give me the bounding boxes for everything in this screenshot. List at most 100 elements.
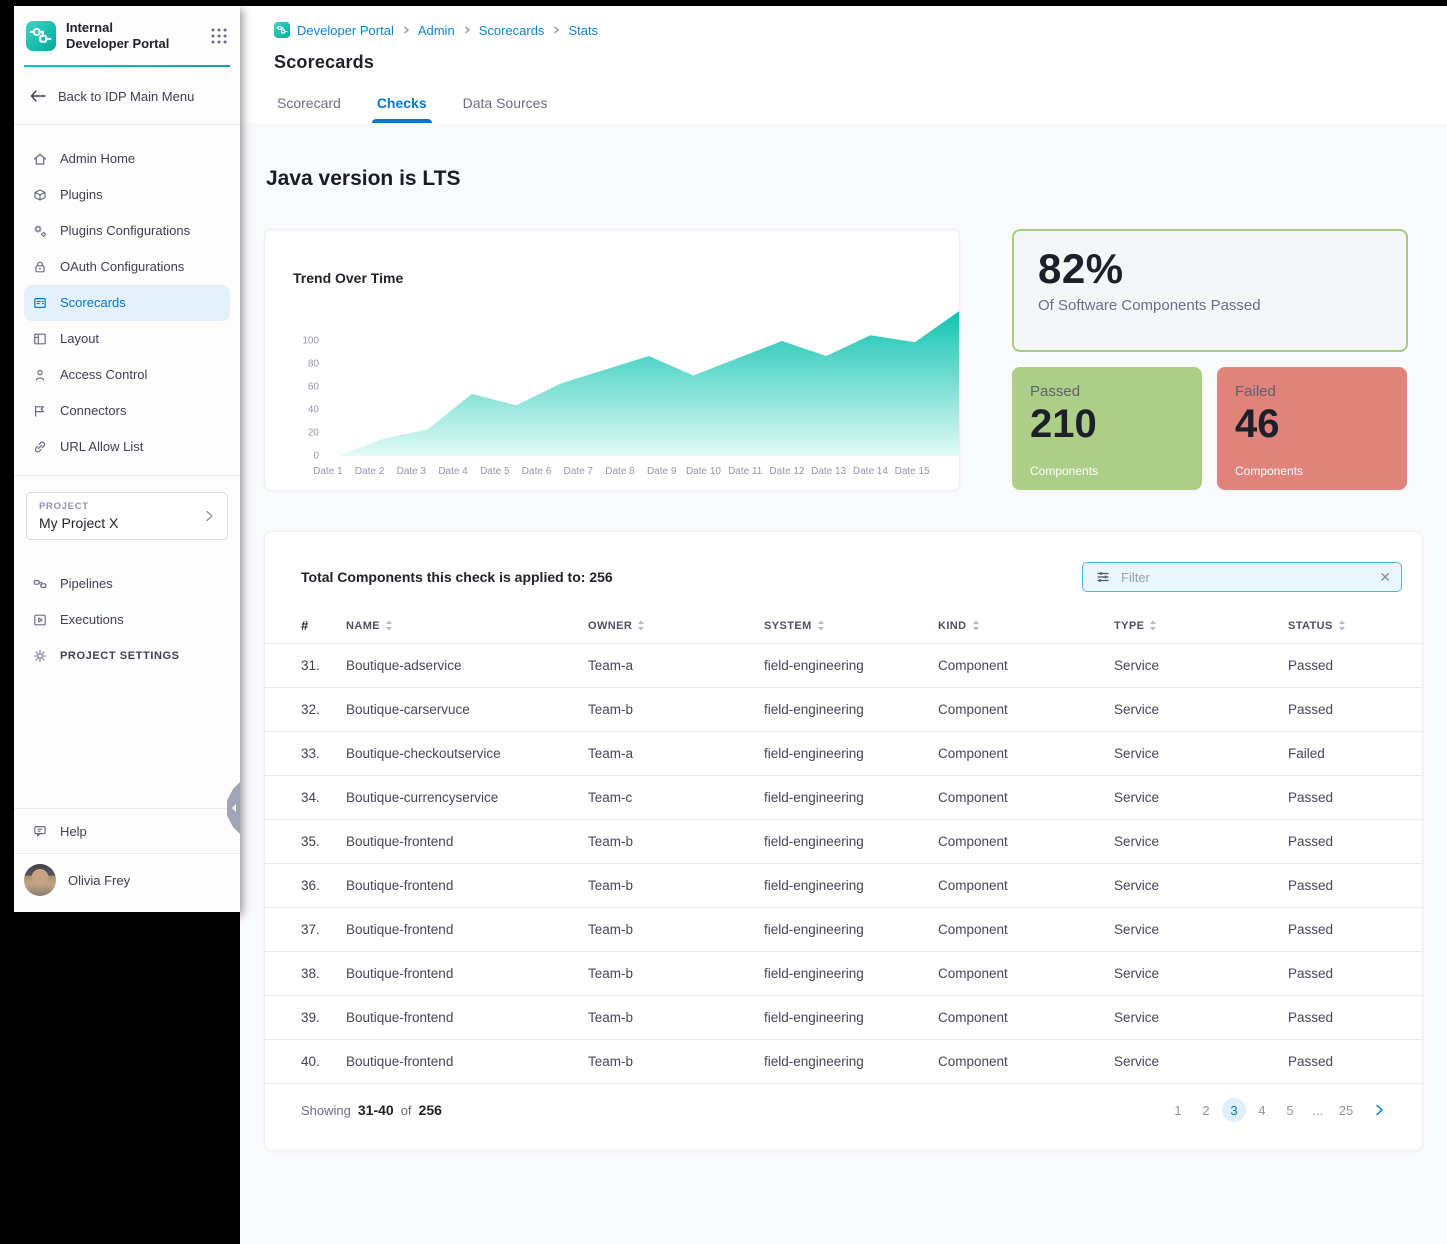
sidebar-item-help[interactable]: Help: [24, 813, 230, 849]
page-button-5[interactable]: 5: [1278, 1098, 1302, 1122]
cell-system: field-engineering: [764, 790, 938, 805]
project-name: My Project X: [39, 515, 203, 531]
breadcrumb-stats[interactable]: Stats: [568, 23, 598, 38]
cell-name: Boutique-frontend: [346, 834, 588, 849]
table-row[interactable]: 36.Boutique-frontendTeam-bfield-engineer…: [265, 863, 1422, 907]
cell-type: Service: [1114, 834, 1288, 849]
help-chat-icon: [32, 823, 48, 839]
divider: [14, 475, 240, 476]
sidebar-item-connectors[interactable]: Connectors: [24, 393, 230, 429]
app-title: InternalDeveloper Portal: [66, 20, 200, 53]
tab-checks[interactable]: Checks: [377, 95, 427, 123]
showing-total: 256: [419, 1102, 442, 1118]
sidebar-item-executions[interactable]: Executions: [24, 602, 230, 638]
chevron-right-icon: [203, 509, 215, 523]
check-title: Java version is LTS: [266, 167, 1423, 191]
app-logo-icon: [26, 21, 56, 51]
filter-box[interactable]: ✕: [1082, 562, 1402, 592]
lock-icon: [32, 259, 48, 275]
cell-system: field-engineering: [764, 878, 938, 893]
cell-owner: Team-b: [588, 1010, 764, 1025]
sort-icon: [385, 620, 393, 631]
column-header-system[interactable]: SYSTEM: [764, 620, 938, 632]
cell-status: Passed: [1288, 878, 1406, 893]
cell-num: 36.: [301, 878, 346, 893]
column-header-status[interactable]: STATUS: [1288, 620, 1406, 632]
cell-num: 31.: [301, 658, 346, 673]
cell-status: Passed: [1288, 790, 1406, 805]
sort-icon: [637, 620, 645, 631]
sidebar-item-plugins-configurations[interactable]: Plugins Configurations: [24, 213, 230, 249]
project-selector[interactable]: PROJECT My Project X: [26, 492, 228, 540]
filter-input[interactable]: [1121, 570, 1369, 585]
table-row[interactable]: 38.Boutique-frontendTeam-bfield-engineer…: [265, 951, 1422, 995]
column-header-owner[interactable]: OWNER: [588, 620, 764, 632]
breadcrumb-admin[interactable]: Admin: [418, 23, 455, 38]
breadcrumb-scorecards[interactable]: Scorecards: [479, 23, 545, 38]
sidebar-item-layout[interactable]: Layout: [24, 321, 230, 357]
column-header-kind[interactable]: KIND: [938, 620, 1114, 632]
x-axis-tick-label: Date 1: [307, 466, 349, 477]
table-title: Total Components this check is applied t…: [301, 569, 613, 585]
table-row[interactable]: 34.Boutique-currencyserviceTeam-cfield-e…: [265, 775, 1422, 819]
sidebar-item-url-allow-list[interactable]: URL Allow List: [24, 429, 230, 465]
sidebar-item-access-control[interactable]: Access Control: [24, 357, 230, 393]
tab-data-sources[interactable]: Data Sources: [463, 95, 548, 123]
column-header-name[interactable]: NAME: [346, 620, 588, 632]
y-axis-tick-label: 80: [308, 359, 319, 370]
x-axis-tick-label: Date 14: [850, 466, 892, 477]
cell-type: Service: [1114, 790, 1288, 805]
cell-type: Service: [1114, 658, 1288, 673]
y-axis-tick-label: 100: [302, 336, 319, 347]
trend-area-chart: [329, 308, 969, 458]
percent-passed-card: 82% Of Software Components Passed: [1012, 229, 1408, 352]
project-eyebrow: PROJECT: [39, 501, 203, 512]
sidebar-item-admin-home[interactable]: Admin Home: [24, 141, 230, 177]
page-button-4[interactable]: 4: [1250, 1098, 1274, 1122]
cell-owner: Team-b: [588, 834, 764, 849]
cell-owner: Team-b: [588, 702, 764, 717]
cell-kind: Component: [938, 702, 1114, 717]
table-row[interactable]: 40.Boutique-frontendTeam-bfield-engineer…: [265, 1039, 1422, 1083]
cell-owner: Team-b: [588, 878, 764, 893]
pipelines-icon: [32, 576, 48, 592]
close-icon[interactable]: ✕: [1379, 570, 1391, 584]
tab-scorecard[interactable]: Scorecard: [277, 95, 341, 123]
page-button-3-active[interactable]: 3: [1222, 1098, 1246, 1122]
sidebar-item-pipelines[interactable]: Pipelines: [24, 566, 230, 602]
page-button-25[interactable]: 25: [1334, 1098, 1358, 1122]
user-profile[interactable]: Olivia Frey: [14, 853, 240, 912]
table-row[interactable]: 31.Boutique-adserviceTeam-afield-enginee…: [265, 643, 1422, 687]
sidebar-item-oauth-configurations[interactable]: OAuth Configurations: [24, 249, 230, 285]
y-axis-tick-label: 20: [308, 428, 319, 439]
cell-kind: Component: [938, 834, 1114, 849]
cell-num: 34.: [301, 790, 346, 805]
page-button-1[interactable]: 1: [1166, 1098, 1190, 1122]
apps-grid-icon[interactable]: [210, 27, 228, 45]
cell-status: Passed: [1288, 1054, 1406, 1069]
chevron-right-icon: [551, 25, 561, 35]
table-row[interactable]: 37.Boutique-frontendTeam-bfield-engineer…: [265, 907, 1422, 951]
cell-status: Passed: [1288, 1010, 1406, 1025]
cell-type: Service: [1114, 1054, 1288, 1069]
sidebar-item-scorecards[interactable]: Scorecards: [24, 285, 230, 321]
sort-icon: [1149, 620, 1157, 631]
table-row[interactable]: 39.Boutique-frontendTeam-bfield-engineer…: [265, 995, 1422, 1039]
table-row[interactable]: 33.Boutique-checkoutserviceTeam-afield-e…: [265, 731, 1422, 775]
avatar: [24, 864, 56, 896]
cell-kind: Component: [938, 790, 1114, 805]
column-header-type[interactable]: TYPE: [1114, 620, 1288, 632]
sidebar-item-plugins[interactable]: Plugins: [24, 177, 230, 213]
next-page-button[interactable]: [1372, 1103, 1386, 1117]
cell-num: 33.: [301, 746, 346, 761]
table-row[interactable]: 35.Boutique-frontendTeam-bfield-engineer…: [265, 819, 1422, 863]
cell-system: field-engineering: [764, 702, 938, 717]
x-axis-tick-label: Date 8: [599, 466, 641, 477]
page-button-2[interactable]: 2: [1194, 1098, 1218, 1122]
breadcrumb-developer-portal[interactable]: Developer Portal: [297, 23, 394, 38]
page-header: Developer Portal Admin Scorecards Stats …: [240, 6, 1447, 123]
link-icon: [32, 439, 48, 455]
table-row[interactable]: 32.Boutique-carservuceTeam-bfield-engine…: [265, 687, 1422, 731]
sidebar-item-project-settings[interactable]: PROJECT SETTINGS: [24, 638, 230, 674]
back-to-main-menu-button[interactable]: Back to IDP Main Menu: [14, 67, 240, 125]
